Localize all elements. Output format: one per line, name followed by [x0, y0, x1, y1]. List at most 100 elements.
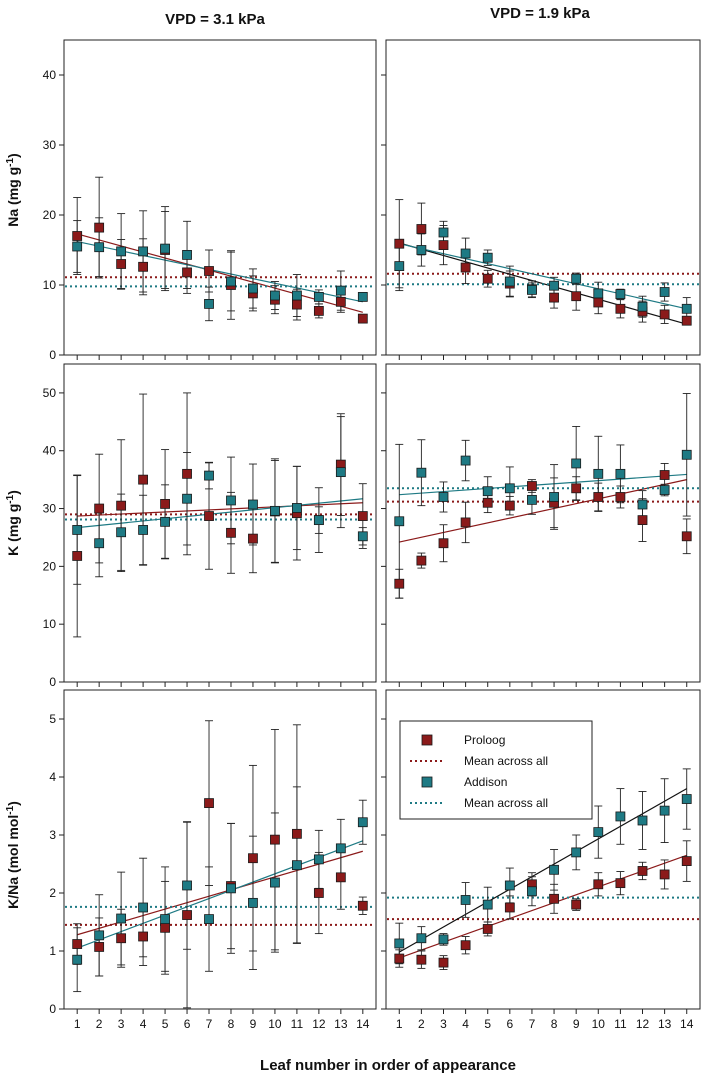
data-point-proloog	[94, 222, 105, 233]
data-point-addison	[681, 449, 692, 460]
x-tick-label: 10	[592, 1017, 606, 1031]
data-point-addison	[659, 485, 670, 495]
x-tick-label: 1	[74, 1017, 81, 1031]
data-point-addison	[72, 241, 83, 252]
data-point-addison	[335, 467, 346, 478]
y-tick-label: 50	[43, 386, 57, 400]
y-tick-label: 5	[49, 712, 56, 726]
data-point-addison	[438, 227, 449, 238]
data-point-addison	[615, 289, 626, 300]
y-tick-label: 30	[43, 502, 57, 516]
data-point-addison	[527, 886, 537, 897]
panel-na-1.9	[381, 39, 701, 360]
legend-marker	[421, 734, 433, 746]
y-tick-label: 1	[49, 944, 56, 958]
data-point-proloog	[394, 578, 405, 589]
data-point-addison	[160, 914, 170, 924]
data-point-proloog	[438, 957, 449, 968]
data-point-addison	[182, 249, 192, 260]
column-title-vpd-1-9: VPD = 1.9 kPa	[490, 5, 590, 22]
data-point-proloog	[637, 515, 648, 526]
x-tick-label: 3	[118, 1017, 125, 1031]
data-point-addison	[460, 248, 471, 259]
data-point-addison	[527, 494, 537, 505]
x-tick-label: 12	[312, 1017, 326, 1031]
panel-k-3.1: 0 10 20 30 40 50	[43, 363, 377, 689]
data-point-proloog	[394, 953, 405, 964]
data-point-proloog	[416, 555, 427, 566]
data-point-addison	[270, 877, 280, 888]
y-tick-label: 0	[49, 1002, 56, 1016]
data-point-addison	[116, 246, 127, 257]
data-point-addison	[72, 525, 83, 535]
x-tick-label: 8	[228, 1017, 235, 1031]
data-point-proloog	[504, 500, 515, 511]
data-point-addison	[504, 276, 515, 287]
data-point-proloog	[204, 266, 214, 276]
data-point-proloog	[72, 231, 83, 241]
data-point-addison	[637, 499, 648, 510]
data-point-proloog	[460, 262, 471, 273]
y-axis-label-main: Na (mg g	[5, 167, 21, 227]
fit-line-proloog	[399, 479, 687, 543]
x-tick-label: 1	[396, 1017, 403, 1031]
legend-label: Addison	[464, 775, 507, 789]
data-point-proloog	[615, 878, 626, 889]
data-point-proloog	[138, 261, 148, 272]
data-point-proloog	[482, 924, 493, 934]
data-point-proloog	[659, 309, 670, 320]
plot-frame	[385, 363, 701, 683]
data-point-proloog	[549, 893, 559, 904]
data-point-addison	[357, 817, 368, 828]
data-point-proloog	[248, 533, 258, 544]
y-axis-label-end: )	[5, 153, 21, 158]
y-axis-label-superscript: -1	[5, 805, 16, 814]
data-point-proloog	[681, 315, 692, 326]
data-point-addison	[292, 503, 302, 513]
data-point-addison	[549, 280, 559, 291]
data-point-addison	[571, 458, 582, 469]
data-point-addison	[416, 467, 427, 478]
data-point-addison	[615, 811, 626, 822]
data-point-addison	[357, 291, 368, 302]
data-point-proloog	[182, 468, 192, 479]
data-point-proloog	[460, 517, 471, 528]
y-axis-label: K/Na (mol mol-1)	[5, 801, 22, 909]
data-point-addison	[248, 499, 258, 510]
data-point-proloog	[593, 297, 604, 308]
data-point-proloog	[204, 511, 214, 521]
data-point-proloog	[116, 500, 127, 511]
fit-line-addison	[399, 473, 687, 496]
plot-frame	[63, 39, 377, 356]
data-point-addison	[527, 284, 537, 295]
data-point-addison	[659, 287, 670, 297]
data-point-proloog	[182, 267, 192, 278]
data-point-proloog	[160, 922, 170, 933]
x-tick-label: 4	[462, 1017, 469, 1031]
data-point-addison	[138, 246, 148, 257]
data-point-addison	[248, 283, 258, 294]
data-point-addison	[357, 531, 368, 542]
y-tick-label: 30	[43, 138, 57, 152]
data-point-addison	[460, 455, 471, 466]
data-point-proloog	[637, 866, 648, 876]
x-tick-label: 11	[291, 1017, 304, 1031]
data-point-proloog	[482, 273, 493, 284]
data-point-addison	[571, 847, 582, 858]
data-point-proloog	[182, 910, 192, 920]
data-point-proloog	[138, 474, 148, 485]
x-tick-label: 13	[334, 1017, 348, 1031]
x-tick-label: 10	[268, 1017, 282, 1031]
x-tick-label: 9	[573, 1017, 580, 1031]
data-point-addison	[681, 794, 692, 804]
data-point-addison	[116, 527, 127, 538]
data-point-proloog	[72, 551, 83, 561]
x-tick-label: 8	[551, 1017, 558, 1031]
x-tick-label: 14	[680, 1017, 694, 1031]
x-tick-label: 5	[162, 1017, 169, 1031]
plot-frame	[385, 689, 701, 1010]
data-point-addison	[226, 495, 236, 506]
panel-na-3.1: 0 10 20 30 40	[43, 39, 377, 362]
fit-line-addison	[399, 243, 687, 310]
x-tick-label: 2	[96, 1017, 103, 1031]
